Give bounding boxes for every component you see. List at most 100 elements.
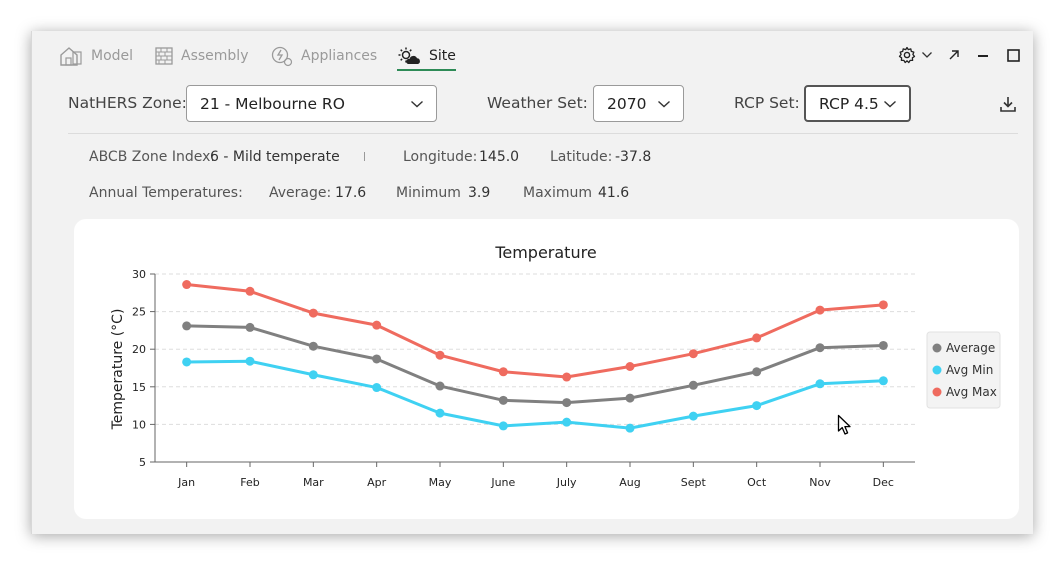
y-tick-label: 30 [132, 268, 146, 281]
legend-item-label[interactable]: Avg Min [946, 363, 993, 377]
tab-model[interactable]: Model [59, 43, 133, 69]
chevron-down-icon [411, 100, 423, 107]
data-point-average[interactable] [372, 354, 382, 364]
abcb-zone-value: 6 - Mild temperate [210, 149, 340, 165]
data-point-average[interactable] [625, 393, 635, 403]
tab-appliances-label: Appliances [301, 48, 378, 64]
tab-model-label: Model [91, 48, 134, 64]
x-tick-label: June [490, 476, 515, 489]
chevron-down-icon [658, 100, 670, 107]
legend-item-label[interactable]: Avg Max [946, 385, 997, 399]
x-tick-label: Jan [177, 476, 195, 489]
tab-assembly-label: Assembly [181, 48, 249, 64]
weather-set-select[interactable]: 2070 [593, 85, 684, 122]
data-point-average[interactable] [498, 395, 508, 405]
series-line-average [186, 324, 884, 405]
maximize-icon [1006, 48, 1020, 62]
data-point-average[interactable] [562, 398, 572, 408]
gear-icon [898, 46, 915, 64]
x-tick-label: Aug [619, 476, 640, 489]
nathers-zone-select[interactable]: 21 - Melbourne RO [186, 85, 437, 122]
x-tick-label: July [556, 476, 577, 489]
download-icon [1000, 97, 1016, 112]
legend-box [926, 331, 1001, 409]
data-point-average[interactable] [688, 380, 698, 390]
data-point-avg-max[interactable] [245, 286, 255, 296]
y-tick-label: 25 [132, 306, 146, 319]
data-point-avg-max[interactable] [182, 280, 192, 290]
maximize-button[interactable] [1002, 45, 1024, 65]
latitude-label: Latitude: [550, 149, 613, 165]
data-point-avg-max[interactable] [372, 320, 382, 330]
series-line-avg-max [186, 283, 884, 379]
x-tick-label: Feb [240, 476, 259, 489]
longitude-label: Longitude: [403, 149, 478, 165]
arrow-up-right-icon [949, 50, 959, 60]
data-point-avg-min[interactable] [688, 411, 698, 421]
x-tick-label: Nov [809, 476, 831, 489]
data-point-avg-max[interactable] [752, 333, 762, 343]
data-point-avg-min[interactable] [752, 401, 762, 411]
legend-marker [932, 387, 942, 397]
data-point-avg-max[interactable] [878, 300, 888, 310]
data-point-avg-min[interactable] [878, 376, 888, 386]
data-point-avg-max[interactable] [688, 349, 698, 359]
abcb-zone-label: ABCB Zone Index: [89, 149, 216, 165]
y-tick-label: 15 [132, 381, 146, 394]
nathers-zone-label: NatHERS Zone: [68, 94, 187, 112]
rcp-set-value: RCP 4.5 [819, 94, 879, 113]
brick-wall-icon [155, 47, 173, 65]
tab-site[interactable]: Site [397, 43, 456, 71]
data-point-avg-min[interactable] [815, 379, 825, 389]
legend-item-label[interactable]: Average [946, 341, 995, 355]
data-point-avg-max[interactable] [308, 308, 318, 318]
series-line-avg-min [186, 359, 884, 430]
popout-button[interactable] [944, 45, 964, 65]
x-tick-label: Apr [367, 476, 387, 489]
data-point-average[interactable] [182, 321, 192, 331]
data-point-avg-min[interactable] [625, 423, 635, 433]
y-tick-label: 20 [132, 343, 146, 356]
x-tick-label: Oct [747, 476, 767, 489]
data-point-avg-max[interactable] [815, 305, 825, 315]
data-point-avg-max[interactable] [435, 350, 445, 360]
data-point-average[interactable] [308, 341, 318, 351]
annual-temperatures-label: Annual Temperatures: [89, 185, 243, 201]
chart-title: Temperature [494, 243, 596, 262]
data-point-avg-min[interactable] [562, 417, 572, 427]
site-window: Model Assembly Appliances Site [31, 31, 1033, 534]
data-point-average[interactable] [435, 381, 445, 391]
sun-cloud-icon [398, 47, 420, 64]
data-point-average[interactable] [878, 340, 888, 350]
data-point-avg-max[interactable] [625, 361, 635, 371]
data-point-avg-min[interactable] [372, 383, 382, 393]
data-point-avg-max[interactable] [498, 367, 508, 377]
average-label: Average: [269, 185, 332, 201]
data-point-avg-min[interactable] [498, 421, 508, 431]
minimum-label: Minimum [396, 185, 461, 201]
minimize-icon [978, 55, 988, 57]
chart-legend: Average Avg Min Avg Max [926, 331, 1001, 409]
data-point-avg-min[interactable] [435, 408, 445, 418]
data-point-average[interactable] [752, 367, 762, 377]
tab-assembly[interactable]: Assembly [155, 43, 248, 69]
weather-set-label: Weather Set: [487, 94, 588, 112]
info-separator [364, 152, 365, 161]
data-point-avg-min[interactable] [182, 357, 192, 367]
tab-appliances[interactable]: Appliances [271, 43, 377, 69]
data-point-avg-min[interactable] [308, 370, 318, 380]
data-point-average[interactable] [815, 343, 825, 353]
temperature-chart-card: Temperature Temperature (°C) 5 10 15 20 25 30… [74, 219, 1019, 519]
data-point-average[interactable] [245, 322, 255, 332]
rcp-set-select[interactable]: RCP 4.5 [804, 85, 911, 122]
settings-menu-button[interactable] [897, 45, 933, 65]
mouse-cursor-icon [837, 414, 851, 435]
maximum-value: 41.6 [598, 185, 630, 201]
download-button[interactable] [996, 94, 1020, 114]
chevron-down-icon [884, 100, 896, 107]
minimize-button[interactable] [972, 45, 994, 65]
data-point-avg-max[interactable] [562, 372, 572, 382]
appliance-icon [271, 46, 293, 67]
data-point-avg-min[interactable] [245, 356, 255, 366]
y-axis-label: Temperature (°C) [110, 309, 126, 431]
